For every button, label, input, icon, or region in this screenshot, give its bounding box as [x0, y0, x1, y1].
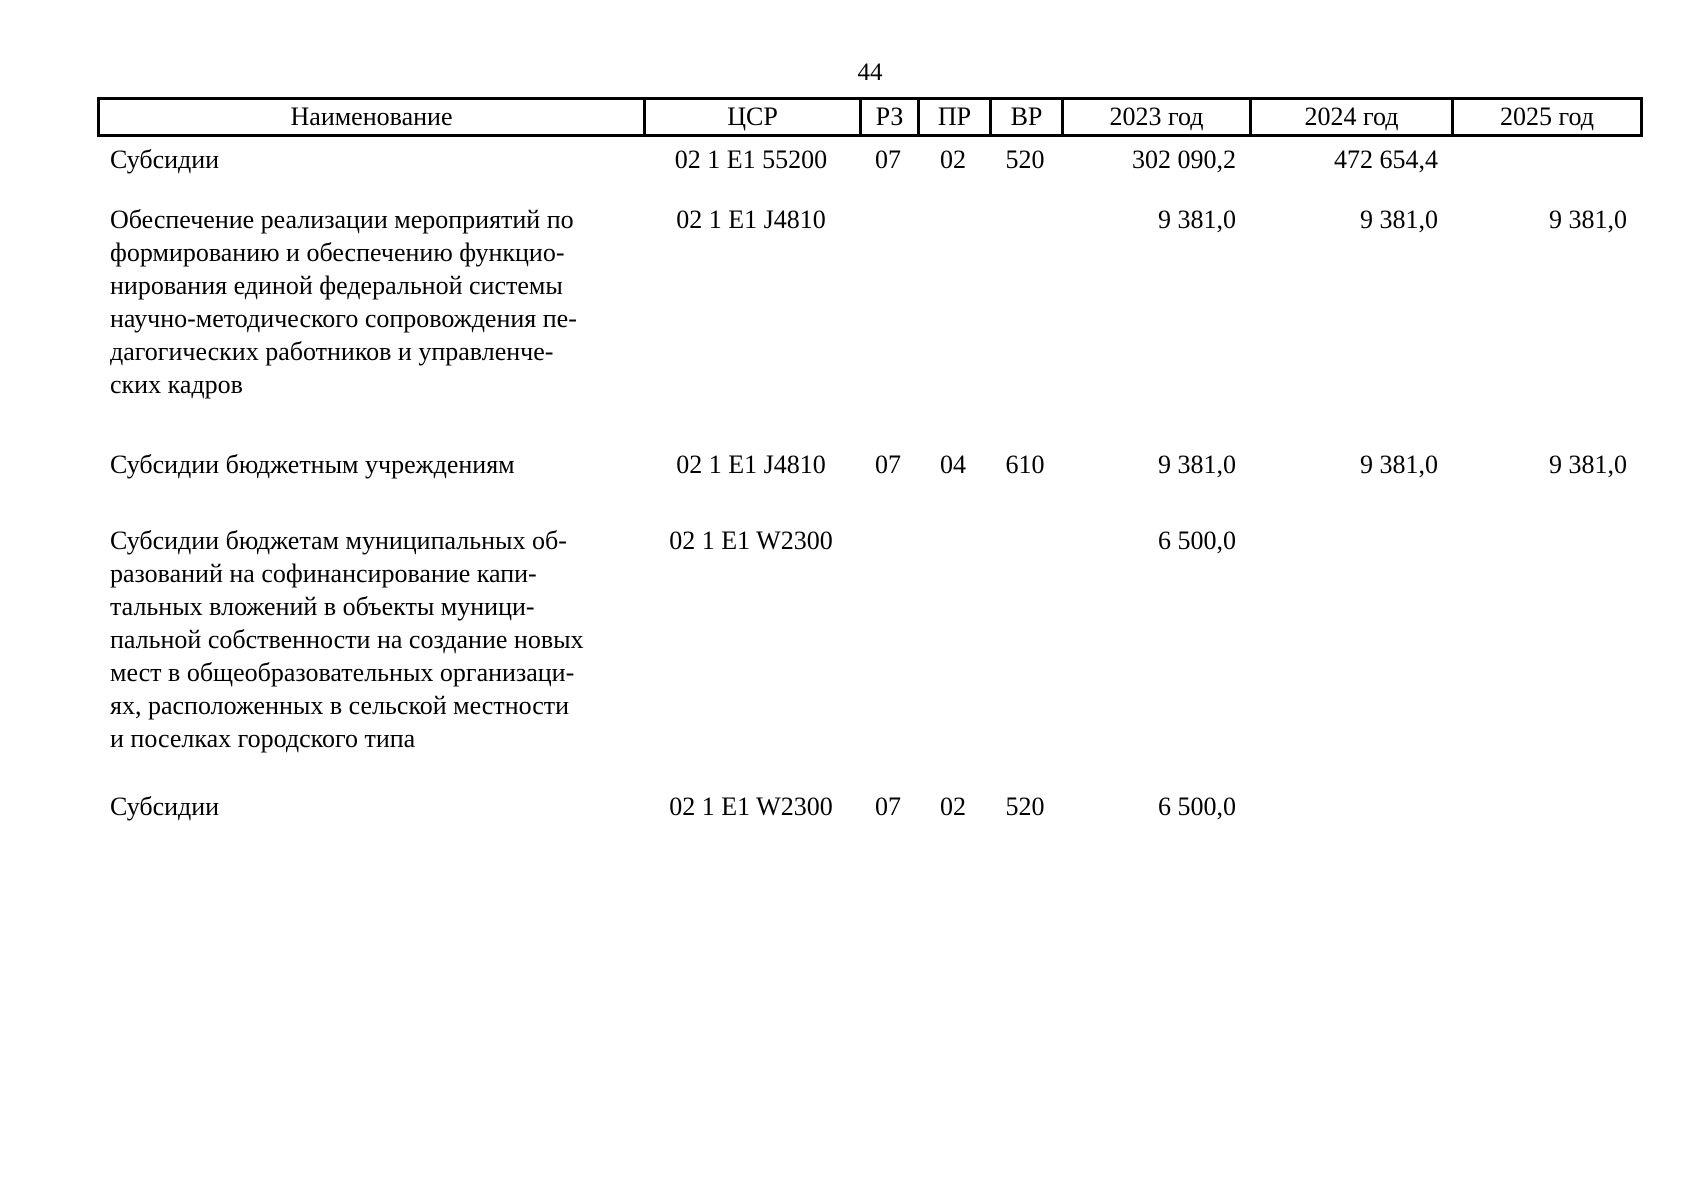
- cell-pr: 04: [940, 450, 966, 479]
- column-header-2024: 2024 год: [1249, 100, 1451, 134]
- name-line: научно-методического сопровождения пе-: [110, 304, 577, 333]
- cell-2023: 6 500,0: [1158, 792, 1236, 821]
- name-line: нирования единой федеральной системы: [110, 271, 563, 300]
- table-row: Субсидии бюджетным учреждениям 02 1 E1 J…: [97, 448, 1643, 481]
- cell-name: Субсидии: [97, 790, 643, 823]
- cell-2025: 9 381,0: [1549, 205, 1627, 234]
- cell-2023: 9 381,0: [1158, 205, 1236, 234]
- cell-name: Субсидии: [97, 143, 643, 176]
- cell-csr: 02 1 E1 J4810: [676, 450, 826, 479]
- cell-name: Субсидии бюджетам муниципальных об- разо…: [97, 524, 643, 755]
- cell-vr: 520: [1005, 792, 1045, 821]
- cell-2024: 9 381,0: [1360, 205, 1438, 234]
- column-header-rz: РЗ: [859, 100, 917, 134]
- name-line: и поселках городского типа: [110, 724, 416, 753]
- table-row: Субсидии 02 1 E1 W2300 07 02 520 6 500,0: [97, 790, 1643, 823]
- name-line: ских кадров: [110, 370, 243, 399]
- cell-rz: 07: [875, 450, 901, 479]
- cell-rz: 07: [875, 145, 901, 174]
- name-line: формированию и обеспечению функцио-: [110, 238, 565, 267]
- name-line: Субсидии бюджетным учреждениям: [110, 450, 515, 479]
- table-row: Субсидии бюджетам муниципальных об- разо…: [97, 524, 1643, 755]
- name-line: Субсидии бюджетам муниципальных об-: [110, 526, 567, 555]
- name-line: мест в общеобразовательных организаци-: [110, 658, 575, 687]
- cell-2023: 9 381,0: [1158, 450, 1236, 479]
- table-header-row: Наименование ЦСР РЗ ПР ВР 2023 год 2024 …: [97, 97, 1643, 137]
- cell-2023: 302 090,2: [1132, 145, 1236, 174]
- cell-rz: 07: [875, 792, 901, 821]
- column-header-vr: ВР: [989, 100, 1061, 134]
- cell-csr: 02 1 E1 W2300: [669, 792, 833, 821]
- cell-2024: 9 381,0: [1360, 450, 1438, 479]
- budget-table: Наименование ЦСР РЗ ПР ВР 2023 год 2024 …: [97, 97, 1643, 823]
- name-line: пальной собственности на создание новых: [110, 625, 584, 654]
- name-line: Субсидии: [110, 792, 220, 821]
- name-line: ях, расположенных в сельской местности: [110, 691, 570, 720]
- name-line: тальных вложений в объекты муници-: [110, 592, 535, 621]
- name-line: Обеспечение реализации мероприятий по: [110, 205, 574, 234]
- column-header-pr: ПР: [917, 100, 989, 134]
- cell-vr: 610: [1005, 450, 1045, 479]
- cell-pr: 02: [940, 145, 966, 174]
- column-header-name: Наименование: [290, 102, 453, 131]
- cell-2024: 472 654,4: [1334, 145, 1438, 174]
- cell-vr: 520: [1005, 145, 1045, 174]
- column-header-2025: 2025 год: [1451, 100, 1640, 134]
- cell-csr: 02 1 E1 55200: [674, 145, 828, 174]
- cell-name: Обеспечение реализации мероприятий по фо…: [97, 203, 643, 401]
- cell-name: Субсидии бюджетным учреждениям: [97, 448, 643, 481]
- table-row: Субсидии 02 1 E1 55200 07 02 520 302 090…: [97, 143, 1643, 176]
- cell-csr: 02 1 E1 J4810: [676, 205, 826, 234]
- cell-2025: 9 381,0: [1549, 450, 1627, 479]
- name-line: разований на софинансирование капи-: [110, 559, 537, 588]
- name-line: дагогических работников и управленче-: [110, 337, 554, 366]
- cell-csr: 02 1 E1 W2300: [669, 526, 833, 555]
- column-header-2023: 2023 год: [1061, 100, 1249, 134]
- cell-2023: 6 500,0: [1158, 526, 1236, 555]
- name-line: Субсидии: [110, 145, 220, 174]
- column-header-csr: ЦСР: [643, 100, 859, 134]
- cell-pr: 02: [940, 792, 966, 821]
- page-number: 44: [857, 59, 883, 86]
- table-row: Обеспечение реализации мероприятий по фо…: [97, 203, 1643, 401]
